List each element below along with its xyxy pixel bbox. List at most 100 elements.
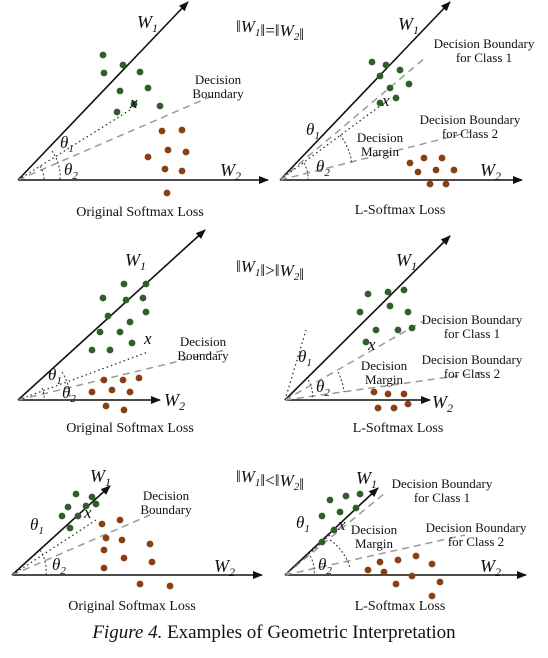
class1-dot xyxy=(384,288,392,296)
class2-dot xyxy=(148,558,156,566)
class1-dot xyxy=(396,66,404,74)
class1-dot xyxy=(386,84,394,92)
w2-label: W2 xyxy=(480,556,501,579)
x-vector-line xyxy=(284,329,307,401)
class2-dot xyxy=(428,560,436,568)
decision-boundary-class2-label: Decision Boundary xyxy=(426,520,527,535)
class2-dot xyxy=(432,166,440,174)
class1-dot xyxy=(404,308,412,316)
decision-margin-label: Decision xyxy=(357,130,404,145)
class1-dot xyxy=(72,490,80,498)
class2-dot xyxy=(136,580,144,588)
class1-dot xyxy=(356,308,364,316)
class2-dot xyxy=(436,578,444,586)
decision-boundary-class1-label: Decision Boundary xyxy=(434,36,535,51)
decision-boundary-label: Decision xyxy=(180,334,227,349)
decision-boundary-line xyxy=(11,514,151,576)
theta1-label: θ1 xyxy=(30,515,44,537)
decision-margin-arc xyxy=(337,371,345,393)
w1-axis-arrow xyxy=(17,229,206,401)
w1-label: W1 xyxy=(137,12,158,35)
class2-dot xyxy=(394,556,402,564)
class2-dot xyxy=(442,180,450,188)
decision-boundary-label: Boundary xyxy=(192,86,244,101)
theta-arc xyxy=(303,162,309,181)
decision-boundary-class2-label: for Class 2 xyxy=(448,534,504,549)
class2-dot xyxy=(370,388,378,396)
theta-arc xyxy=(41,387,45,401)
class1-dot xyxy=(142,308,150,316)
class1-dot xyxy=(362,338,370,346)
class2-dot xyxy=(164,146,172,154)
x-label: x xyxy=(129,93,138,112)
decision-boundary-class1-label: Decision Boundary xyxy=(422,312,523,327)
class1-dot xyxy=(342,492,350,500)
class1-dot xyxy=(405,80,413,88)
class2-dot xyxy=(178,126,186,134)
w2-label: W2 xyxy=(480,160,501,183)
class2-dot xyxy=(178,167,186,175)
panel-title: L-Softmax Loss xyxy=(353,421,444,436)
panel-title: L-Softmax Loss xyxy=(355,203,446,218)
class1-dot xyxy=(330,526,338,534)
class1-dot xyxy=(92,500,100,508)
theta2-label: θ2 xyxy=(64,160,78,182)
class1-dot xyxy=(318,512,326,520)
x-label: x xyxy=(143,329,152,348)
class1-dot xyxy=(88,346,96,354)
class2-dot xyxy=(414,168,422,176)
class2-dot xyxy=(438,154,446,162)
class1-dot xyxy=(372,326,380,334)
w2-label: W2 xyxy=(164,390,185,413)
decision-boundary-label: Decision xyxy=(143,488,190,503)
class2-dot xyxy=(100,546,108,554)
class1-dot xyxy=(126,318,134,326)
class2-dot xyxy=(119,376,127,384)
class2-dot xyxy=(88,388,96,396)
panel-title: L-Softmax Loss xyxy=(355,599,446,614)
class2-dot xyxy=(98,520,106,528)
decision-boundary-class2-line xyxy=(279,131,471,181)
panel-title: Original Softmax Loss xyxy=(76,205,204,220)
condition-label: ‖W1‖=‖W2‖ xyxy=(236,17,304,44)
decision-margin-label: Decision xyxy=(351,522,398,537)
theta-arc xyxy=(39,549,47,576)
theta2-label: θ2 xyxy=(316,157,330,179)
panel-title: Original Softmax Loss xyxy=(66,421,194,436)
class2-dot xyxy=(126,388,134,396)
class2-dot xyxy=(390,404,398,412)
class1-dot xyxy=(120,280,128,288)
theta1-label: θ1 xyxy=(60,133,74,155)
theta1-label: θ1 xyxy=(296,513,310,535)
class2-dot xyxy=(158,127,166,135)
theta2-label: θ2 xyxy=(316,377,330,399)
panel-title: Original Softmax Loss xyxy=(68,599,196,614)
condition-label: ‖W1‖<‖W2‖ xyxy=(236,467,304,494)
decision-boundary-class1-label: for Class 1 xyxy=(414,490,470,505)
theta2-label: θ2 xyxy=(318,555,332,577)
class1-dot xyxy=(386,302,394,310)
decision-margin-arc xyxy=(329,539,351,569)
x-label: x xyxy=(83,503,92,522)
class2-dot xyxy=(412,552,420,560)
class2-dot xyxy=(118,536,126,544)
x-vector-line xyxy=(17,351,149,401)
x-vector-line xyxy=(11,519,97,576)
class1-dot xyxy=(100,69,108,77)
decision-boundary-class1-line xyxy=(279,57,426,181)
theta-arc xyxy=(309,555,315,576)
class1-dot xyxy=(376,99,384,107)
class2-dot xyxy=(100,376,108,384)
decision-boundary-class2-line xyxy=(284,371,486,401)
class2-dot xyxy=(120,406,128,414)
class1-dot xyxy=(128,339,136,347)
class1-dot xyxy=(104,312,112,320)
class1-dot xyxy=(144,84,152,92)
class2-dot xyxy=(182,148,190,156)
class1-dot xyxy=(116,87,124,95)
class1-dot xyxy=(400,286,408,294)
class1-dot xyxy=(326,496,334,504)
class2-dot xyxy=(408,572,416,580)
theta-arc xyxy=(51,150,61,181)
class2-dot xyxy=(392,580,400,588)
